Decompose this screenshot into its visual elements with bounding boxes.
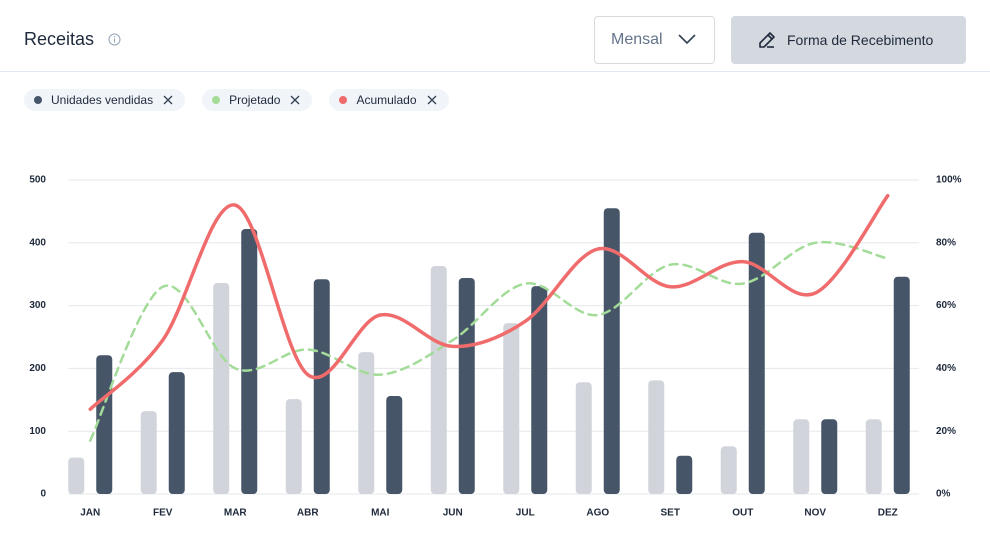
bar: [893, 276, 910, 494]
edit-icon: [759, 32, 775, 48]
legend-chip[interactable]: Projetado: [202, 89, 313, 111]
x-tick-label: JUL: [516, 508, 535, 519]
x-tick-label: DEZ: [878, 508, 898, 519]
period-label: Mensal: [611, 31, 663, 48]
chevron: [678, 34, 696, 45]
bar: [503, 323, 520, 494]
y-tick-label: 300: [29, 300, 46, 311]
y-tick-label: 100: [29, 426, 46, 437]
y2-tick-label: 20%: [936, 426, 956, 437]
header: Receitas Mensal Forma de Recebimento: [0, 0, 990, 72]
bar: [720, 446, 737, 494]
x-tick-label: MAR: [224, 508, 248, 519]
y-tick-label: 400: [29, 237, 46, 248]
remove-icon[interactable]: [427, 95, 437, 105]
bar: [386, 396, 403, 494]
x-tick-label: MAI: [371, 508, 390, 519]
x-tick-label: OUT: [732, 508, 753, 519]
action-button[interactable]: Forma de Recebimento: [731, 16, 966, 64]
legend: Unidades vendidas Projetado Acumulado: [24, 89, 449, 111]
legend-label: Unidades vendidas: [51, 93, 154, 107]
bar: [241, 228, 258, 494]
bar: [793, 419, 810, 494]
bar: [213, 282, 230, 494]
bar: [603, 208, 620, 494]
y-tick-label: 0: [40, 489, 46, 500]
x-tick-label: JAN: [80, 508, 100, 519]
legend-label: Acumulado: [356, 93, 417, 107]
remove-icon[interactable]: [163, 95, 173, 105]
x-tick-label: ABR: [297, 508, 319, 519]
remove-icon[interactable]: [290, 95, 300, 105]
bar: [140, 411, 157, 494]
legend-chip[interactable]: Unidades vendidas: [24, 89, 186, 111]
bar: [821, 419, 838, 494]
bar: [531, 286, 548, 494]
bar: [458, 277, 475, 494]
y2-tick-label: 100%: [936, 175, 962, 186]
bar: [68, 457, 85, 494]
y-tick-label: 200: [29, 363, 46, 374]
x-tick-label: JUN: [443, 508, 463, 519]
bar: [748, 232, 765, 494]
bar: [358, 352, 375, 494]
period-select[interactable]: Mensal: [594, 16, 715, 64]
bar: [168, 372, 185, 494]
legend-label: Projetado: [229, 93, 281, 107]
y2-tick-label: 0%: [936, 489, 951, 500]
line: [88, 193, 890, 411]
legend-chip[interactable]: Acumulado: [329, 89, 449, 111]
y2-tick-label: 40%: [936, 363, 956, 374]
bar: [96, 355, 113, 494]
y2-tick-label: 60%: [936, 300, 956, 311]
action-label: Forma de Recebimento: [787, 32, 934, 48]
title: Receitas: [24, 29, 95, 49]
info-icon[interactable]: [108, 33, 121, 46]
bar: [865, 419, 882, 494]
legend-dot: [339, 96, 348, 104]
x-tick-label: FEV: [153, 508, 173, 519]
line: [89, 240, 889, 442]
x-tick-label: SET: [661, 508, 680, 519]
x-tick-label: NOV: [804, 508, 826, 519]
legend-dot: [34, 96, 42, 104]
bar: [285, 399, 302, 494]
y-tick-label: 500: [29, 175, 46, 186]
bar: [676, 455, 693, 494]
bar: [575, 382, 592, 494]
bar: [648, 380, 665, 494]
bar: [313, 279, 330, 494]
legend-dot: [212, 96, 221, 104]
bar: [430, 266, 447, 494]
x-tick-label: AGO: [586, 508, 609, 519]
y2-tick-label: 80%: [936, 237, 956, 248]
